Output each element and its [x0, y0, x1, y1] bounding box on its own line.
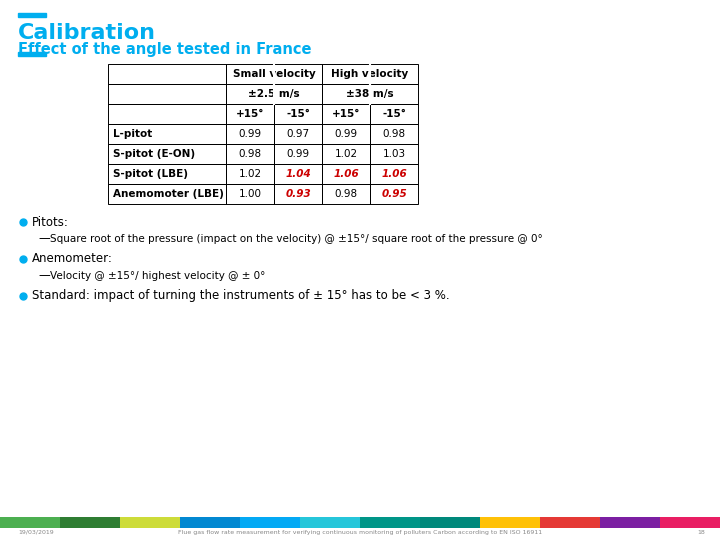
Bar	[18, 52, 46, 56]
Bar	[274, 124, 322, 144]
Text: Anemomoter (LBE): Anemomoter (LBE)	[113, 189, 224, 199]
Bar	[370, 104, 418, 124]
Bar	[370, 84, 418, 104]
Text: 1.06: 1.06	[381, 169, 407, 179]
Bar	[274, 144, 322, 164]
Text: S-pitot (E-ON): S-pitot (E-ON)	[113, 149, 195, 159]
Bar	[540, 517, 600, 528]
Text: Calibration: Calibration	[18, 23, 156, 43]
Text: 0.99: 0.99	[238, 129, 261, 139]
Bar	[370, 164, 418, 184]
Text: Effect of the angle tested in France: Effect of the angle tested in France	[18, 42, 312, 57]
Text: 0.99: 0.99	[287, 149, 310, 159]
Bar	[322, 84, 370, 104]
Bar	[0, 517, 60, 528]
Bar	[108, 184, 226, 204]
Text: Square root of the pressure (impact on the velocity) @ ±15°/ square root of the : Square root of the pressure (impact on t…	[50, 234, 543, 244]
Text: ±2.5 m/s: ±2.5 m/s	[248, 89, 300, 99]
Text: 1.02: 1.02	[238, 169, 261, 179]
Bar	[226, 84, 274, 104]
Text: 19/03/2019: 19/03/2019	[18, 530, 54, 535]
Text: 0.93: 0.93	[285, 189, 311, 199]
Bar	[120, 517, 180, 528]
Text: —: —	[38, 233, 50, 246]
Bar	[420, 517, 480, 528]
Text: 1.00: 1.00	[238, 189, 261, 199]
Text: Standard: impact of turning the instruments of ± 15° has to be < 3 %.: Standard: impact of turning the instrume…	[32, 289, 449, 302]
Bar	[18, 13, 46, 17]
Bar	[322, 124, 370, 144]
Bar	[322, 164, 370, 184]
Text: S-pitot (LBE): S-pitot (LBE)	[113, 169, 188, 179]
Bar	[60, 517, 120, 528]
Text: 0.99: 0.99	[334, 129, 358, 139]
Bar	[360, 517, 420, 528]
Bar	[370, 184, 418, 204]
Text: —: —	[38, 269, 50, 282]
Bar	[322, 184, 370, 204]
Bar	[226, 164, 274, 184]
Bar	[226, 184, 274, 204]
Text: Small velocity: Small velocity	[233, 69, 315, 79]
Text: 18: 18	[697, 530, 705, 535]
Text: 0.98: 0.98	[238, 149, 261, 159]
Bar	[370, 64, 418, 84]
Text: -15°: -15°	[286, 109, 310, 119]
Bar	[300, 517, 360, 528]
Bar	[370, 124, 418, 144]
Text: L-pitot: L-pitot	[113, 129, 152, 139]
Text: 1.06: 1.06	[333, 169, 359, 179]
Text: 0.97: 0.97	[287, 129, 310, 139]
Text: Flue gas flow rate measurement for verifying continuous monitoring of polluters : Flue gas flow rate measurement for verif…	[178, 530, 542, 535]
Text: Pitots:: Pitots:	[32, 215, 69, 228]
Bar	[108, 104, 226, 124]
Bar	[274, 184, 322, 204]
Bar	[274, 84, 322, 104]
Bar	[108, 164, 226, 184]
Bar	[226, 144, 274, 164]
Bar	[480, 517, 540, 528]
Bar	[226, 64, 274, 84]
Bar	[226, 124, 274, 144]
Bar	[274, 64, 322, 84]
Bar	[108, 84, 226, 104]
Bar	[274, 104, 322, 124]
Bar	[180, 517, 240, 528]
Text: 1.02: 1.02	[334, 149, 358, 159]
Bar	[600, 517, 660, 528]
Bar	[226, 104, 274, 124]
Text: Velocity @ ±15°/ highest velocity @ ± 0°: Velocity @ ±15°/ highest velocity @ ± 0°	[50, 271, 266, 281]
Bar	[322, 104, 370, 124]
Text: +15°: +15°	[236, 109, 264, 119]
Bar	[660, 517, 720, 528]
Text: High velocity: High velocity	[331, 69, 409, 79]
Bar	[322, 64, 370, 84]
Text: 0.95: 0.95	[381, 189, 407, 199]
Bar	[240, 517, 300, 528]
Bar	[370, 144, 418, 164]
Text: 1.03: 1.03	[382, 149, 405, 159]
Text: 1.04: 1.04	[285, 169, 311, 179]
Text: 0.98: 0.98	[334, 189, 358, 199]
Bar	[108, 144, 226, 164]
Text: Anemometer:: Anemometer:	[32, 253, 113, 266]
Bar	[108, 124, 226, 144]
Bar	[322, 144, 370, 164]
Text: +15°: +15°	[332, 109, 360, 119]
Text: 0.98: 0.98	[382, 129, 405, 139]
Bar	[274, 164, 322, 184]
Text: -15°: -15°	[382, 109, 406, 119]
Text: ±38 m/s: ±38 m/s	[346, 89, 394, 99]
Bar	[108, 64, 226, 84]
